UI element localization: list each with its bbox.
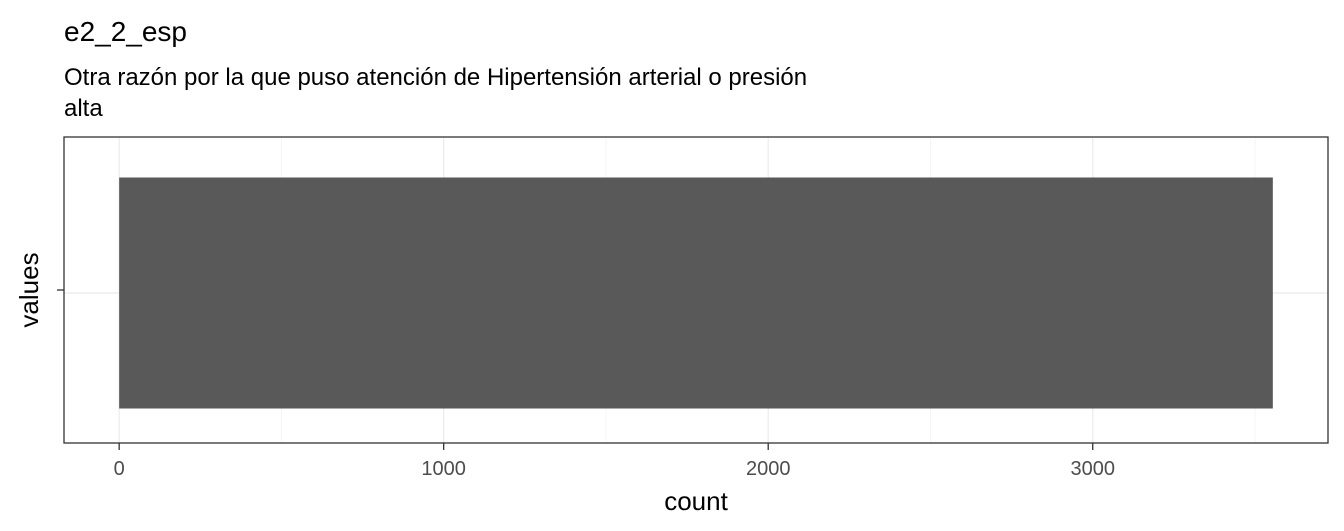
chart-title: e2_2_esp — [64, 16, 187, 47]
x-tick-label: 2000 — [746, 458, 791, 480]
x-tick-label: 1000 — [421, 458, 466, 480]
chart-subtitle-line-2: alta — [64, 95, 103, 122]
x-axis-title: count — [664, 486, 728, 516]
x-tick-label: 0 — [114, 458, 125, 480]
bars — [119, 177, 1273, 409]
y-axis-title: values — [14, 252, 44, 327]
plot-panel — [63, 136, 1329, 444]
x-axis: 0 1000 2000 3000 — [114, 443, 1115, 480]
x-tick-label: 3000 — [1070, 458, 1115, 480]
chart-subtitle-line-1: Otra razón por la que puso atención de H… — [64, 64, 807, 91]
bar — [119, 177, 1273, 409]
